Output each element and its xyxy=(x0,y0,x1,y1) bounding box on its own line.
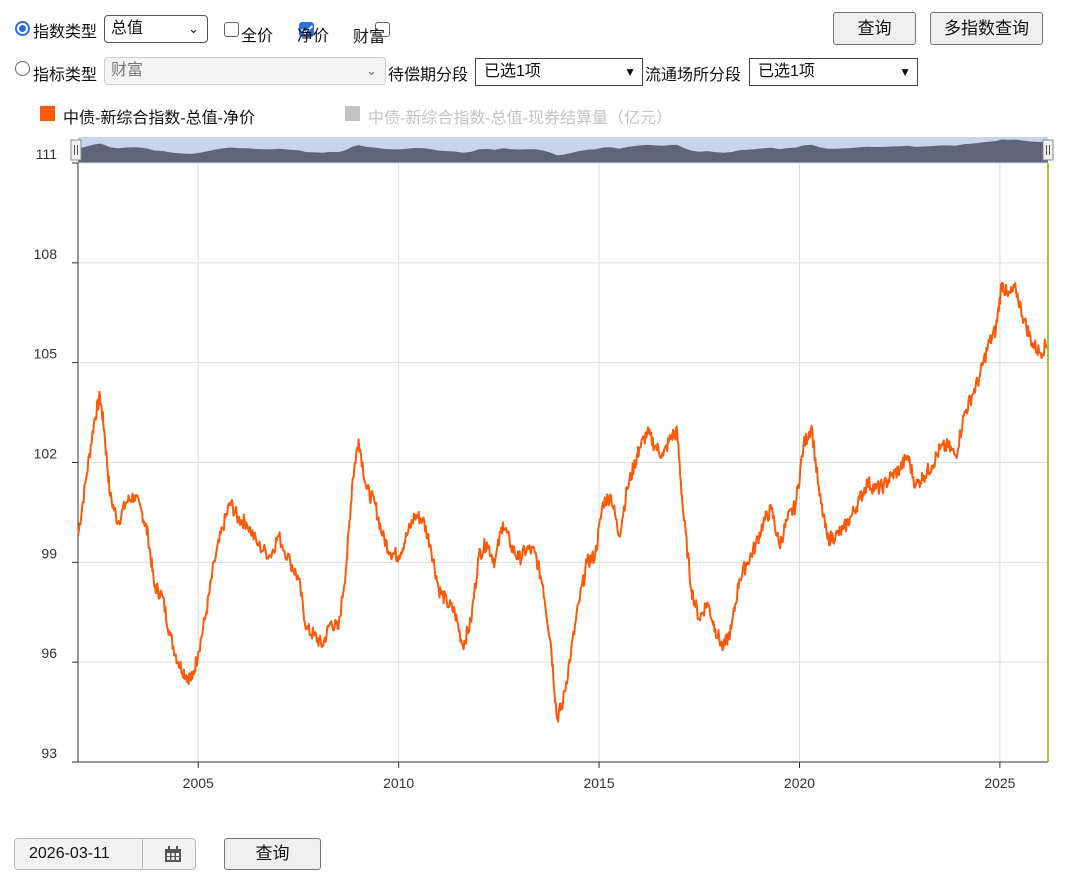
maturity-value: 已选1项 xyxy=(484,63,541,80)
bottom-query-button[interactable]: 查询 xyxy=(224,838,321,870)
metric-type-select[interactable]: 财富 ⌄ xyxy=(104,57,386,85)
metric-type-radio[interactable] xyxy=(15,61,30,76)
y-tick-label: 111 xyxy=(36,146,57,162)
range-navigator[interactable] xyxy=(70,137,1054,163)
x-tick-label: 2025 xyxy=(984,775,1015,791)
date-picker[interactable]: 2026-03-11 xyxy=(14,838,196,870)
x-tick-label: 2020 xyxy=(784,775,815,791)
net-price-label: 净价 xyxy=(297,28,330,45)
full-price-label: 全价 xyxy=(241,28,274,45)
y-tick-label: 105 xyxy=(34,346,58,362)
multi-index-query-button[interactable]: 多指数查询 xyxy=(930,12,1043,45)
navigator-area xyxy=(78,139,1048,163)
x-tick-label: 2010 xyxy=(383,775,414,791)
y-tick-label: 108 xyxy=(34,246,58,262)
navigator-handle-right[interactable] xyxy=(1042,139,1054,161)
index-type-label: 指数类型 xyxy=(33,24,98,41)
caret-down-icon: ▼ xyxy=(624,65,636,79)
net-price-checkbox[interactable] xyxy=(299,22,315,37)
caret-down-icon: ▼ xyxy=(899,65,911,79)
venue-label: 流通场所分段 xyxy=(645,67,742,84)
legend-swatch xyxy=(40,106,55,121)
chevron-down-icon: ⌄ xyxy=(188,21,199,36)
maturity-select[interactable]: 已选1项 ▼ xyxy=(475,58,643,86)
y-tick-label: 102 xyxy=(34,446,58,462)
legend-swatch xyxy=(345,106,360,121)
x-tick-label: 2015 xyxy=(583,775,614,791)
venue-value: 已选1项 xyxy=(758,63,815,80)
x-tick-label: 2005 xyxy=(183,775,214,791)
venue-select[interactable]: 已选1项 ▼ xyxy=(749,58,918,86)
x-axis: 2005 2010 2015 2020 2025 xyxy=(183,762,1016,791)
query-button[interactable]: 查询 xyxy=(833,12,916,45)
maturity-label: 待偿期分段 xyxy=(388,67,469,84)
y-axis: 93 96 99 102 105 108 111 xyxy=(34,146,78,763)
line-chart: 93 96 99 102 105 108 111 2005 2010 2015 2020 2025 xyxy=(34,137,1054,791)
chevron-down-icon: ⌄ xyxy=(366,63,377,78)
calendar-icon[interactable] xyxy=(164,846,182,863)
index-type-value: 总值 xyxy=(111,20,144,37)
wealth-label: 财富 xyxy=(353,29,386,46)
index-type-radio[interactable] xyxy=(15,21,30,36)
wealth-checkbox[interactable] xyxy=(374,22,390,37)
date-value: 2026-03-11 xyxy=(29,845,110,862)
divider xyxy=(142,839,143,869)
y-tick-label: 93 xyxy=(41,745,57,761)
metric-type-label: 指标类型 xyxy=(33,67,98,84)
legend-label: 中债-新综合指数-总值-现券结算量（亿元） xyxy=(368,110,672,127)
navigator-handle-left[interactable] xyxy=(70,139,82,161)
y-tick-label: 99 xyxy=(41,545,57,561)
index-type-select[interactable]: 总值 ⌄ xyxy=(104,15,208,43)
metric-type-value: 财富 xyxy=(111,62,144,79)
y-tick-label: 96 xyxy=(41,645,57,661)
legend-label: 中债-新综合指数-总值-净价 xyxy=(63,110,255,127)
series-line-net-price xyxy=(77,281,1049,723)
full-price-checkbox[interactable] xyxy=(224,22,239,37)
